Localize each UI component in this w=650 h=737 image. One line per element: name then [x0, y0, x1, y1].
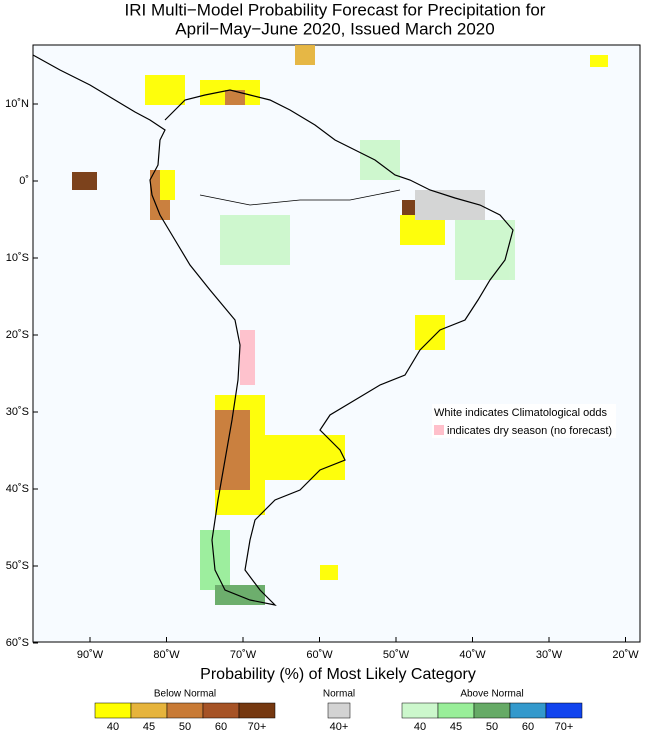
- lon-label: 90˚W: [77, 649, 104, 661]
- map: White indicates Climatological odds indi…: [5, 44, 641, 661]
- legend-group-name: Below Normal: [154, 689, 216, 700]
- legend-swatch: [202, 702, 240, 719]
- note-text: White indicates Climatological odds: [434, 407, 608, 419]
- lon-label: 60˚W: [306, 649, 333, 661]
- legend-label: 60: [215, 721, 227, 732]
- legend-label: 45: [143, 721, 155, 732]
- title-line: IRI Multi−Model Probability Forecast for…: [125, 0, 546, 19]
- legend-swatch: [401, 702, 439, 719]
- legend-swatch: [327, 702, 351, 719]
- forecast-patches: [72, 45, 608, 605]
- legend-swatch: [509, 702, 547, 719]
- title-line: April−May−June 2020, Issued March 2020: [175, 19, 494, 38]
- legend-swatch: [238, 702, 276, 719]
- legend-swatch: [130, 702, 168, 719]
- legend-group-name: Above Normal: [460, 689, 523, 700]
- lon-label: 20˚W: [612, 649, 639, 661]
- note-swatch: [434, 425, 444, 435]
- map-frame: [32, 44, 641, 643]
- legend-title: Probability (%) of Most Likely Category: [200, 666, 476, 683]
- lon-label: 70˚W: [230, 649, 257, 661]
- lon-label: 30˚W: [536, 649, 563, 661]
- legend-label: 50: [179, 721, 191, 732]
- note-text: indicates dry season (no forecast): [447, 425, 612, 437]
- legend-label: 70+: [248, 721, 267, 732]
- legend-swatch: [166, 702, 204, 719]
- legend-label: 40: [414, 721, 426, 732]
- legend-label: 50: [486, 721, 498, 732]
- note-box: [432, 404, 616, 438]
- legend-group-name: Normal: [323, 689, 355, 700]
- legend-label: 45: [450, 721, 462, 732]
- legend-swatch: [437, 702, 475, 719]
- lat-label: 10˚S: [6, 252, 29, 264]
- legend-label: 60: [522, 721, 534, 732]
- legend-swatch: [545, 702, 583, 719]
- lat-label: 50˚S: [6, 560, 29, 572]
- rivers: [199, 189, 401, 206]
- lat-label: 30˚S: [6, 406, 29, 418]
- lat-label: 0˚: [19, 175, 29, 187]
- legend-label: 40: [107, 721, 119, 732]
- lat-label: 60˚S: [6, 637, 29, 649]
- axes: 10˚N 0˚ 10˚S 20˚S 30˚S 40˚S 50˚S 60˚S 90˚W 80˚W 70…: [5, 98, 639, 661]
- legend-label: 70+: [555, 721, 574, 732]
- lat-label: 40˚S: [6, 483, 29, 495]
- lat-label: 20˚S: [6, 329, 29, 341]
- lon-label: 80˚W: [153, 649, 180, 661]
- legend: Below Normal 40 45 50 60 70+ Normal 40+ Above No…: [94, 689, 583, 733]
- legend-swatch: [473, 702, 511, 719]
- lat-label: 10˚N: [5, 98, 29, 110]
- legend-label: 40+: [330, 721, 349, 732]
- coastline: [32, 54, 514, 606]
- lon-label: 50˚W: [383, 649, 410, 661]
- legend-swatch: [94, 702, 132, 719]
- lon-label: 40˚W: [459, 649, 486, 661]
